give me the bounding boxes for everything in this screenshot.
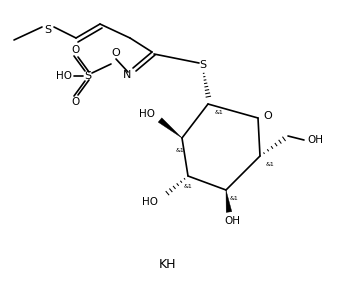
Text: OH: OH [224, 216, 240, 226]
Text: KH: KH [159, 258, 177, 272]
Text: S: S [45, 25, 52, 35]
Polygon shape [158, 118, 182, 138]
Polygon shape [226, 190, 232, 212]
Text: &1: &1 [266, 161, 274, 166]
Text: OH: OH [307, 135, 323, 145]
Text: S: S [84, 71, 91, 81]
Text: O: O [72, 97, 80, 107]
Text: O: O [112, 48, 120, 58]
Text: O: O [264, 111, 272, 121]
Text: &1: &1 [184, 183, 192, 189]
Text: S: S [200, 60, 207, 70]
Text: &1: &1 [215, 110, 223, 116]
Text: N: N [123, 70, 131, 80]
Text: O: O [72, 45, 80, 55]
Text: HO: HO [56, 71, 72, 81]
Text: HO: HO [139, 109, 155, 119]
Text: HO: HO [142, 197, 158, 207]
Text: &1: &1 [176, 147, 184, 152]
Text: &1: &1 [230, 196, 238, 201]
